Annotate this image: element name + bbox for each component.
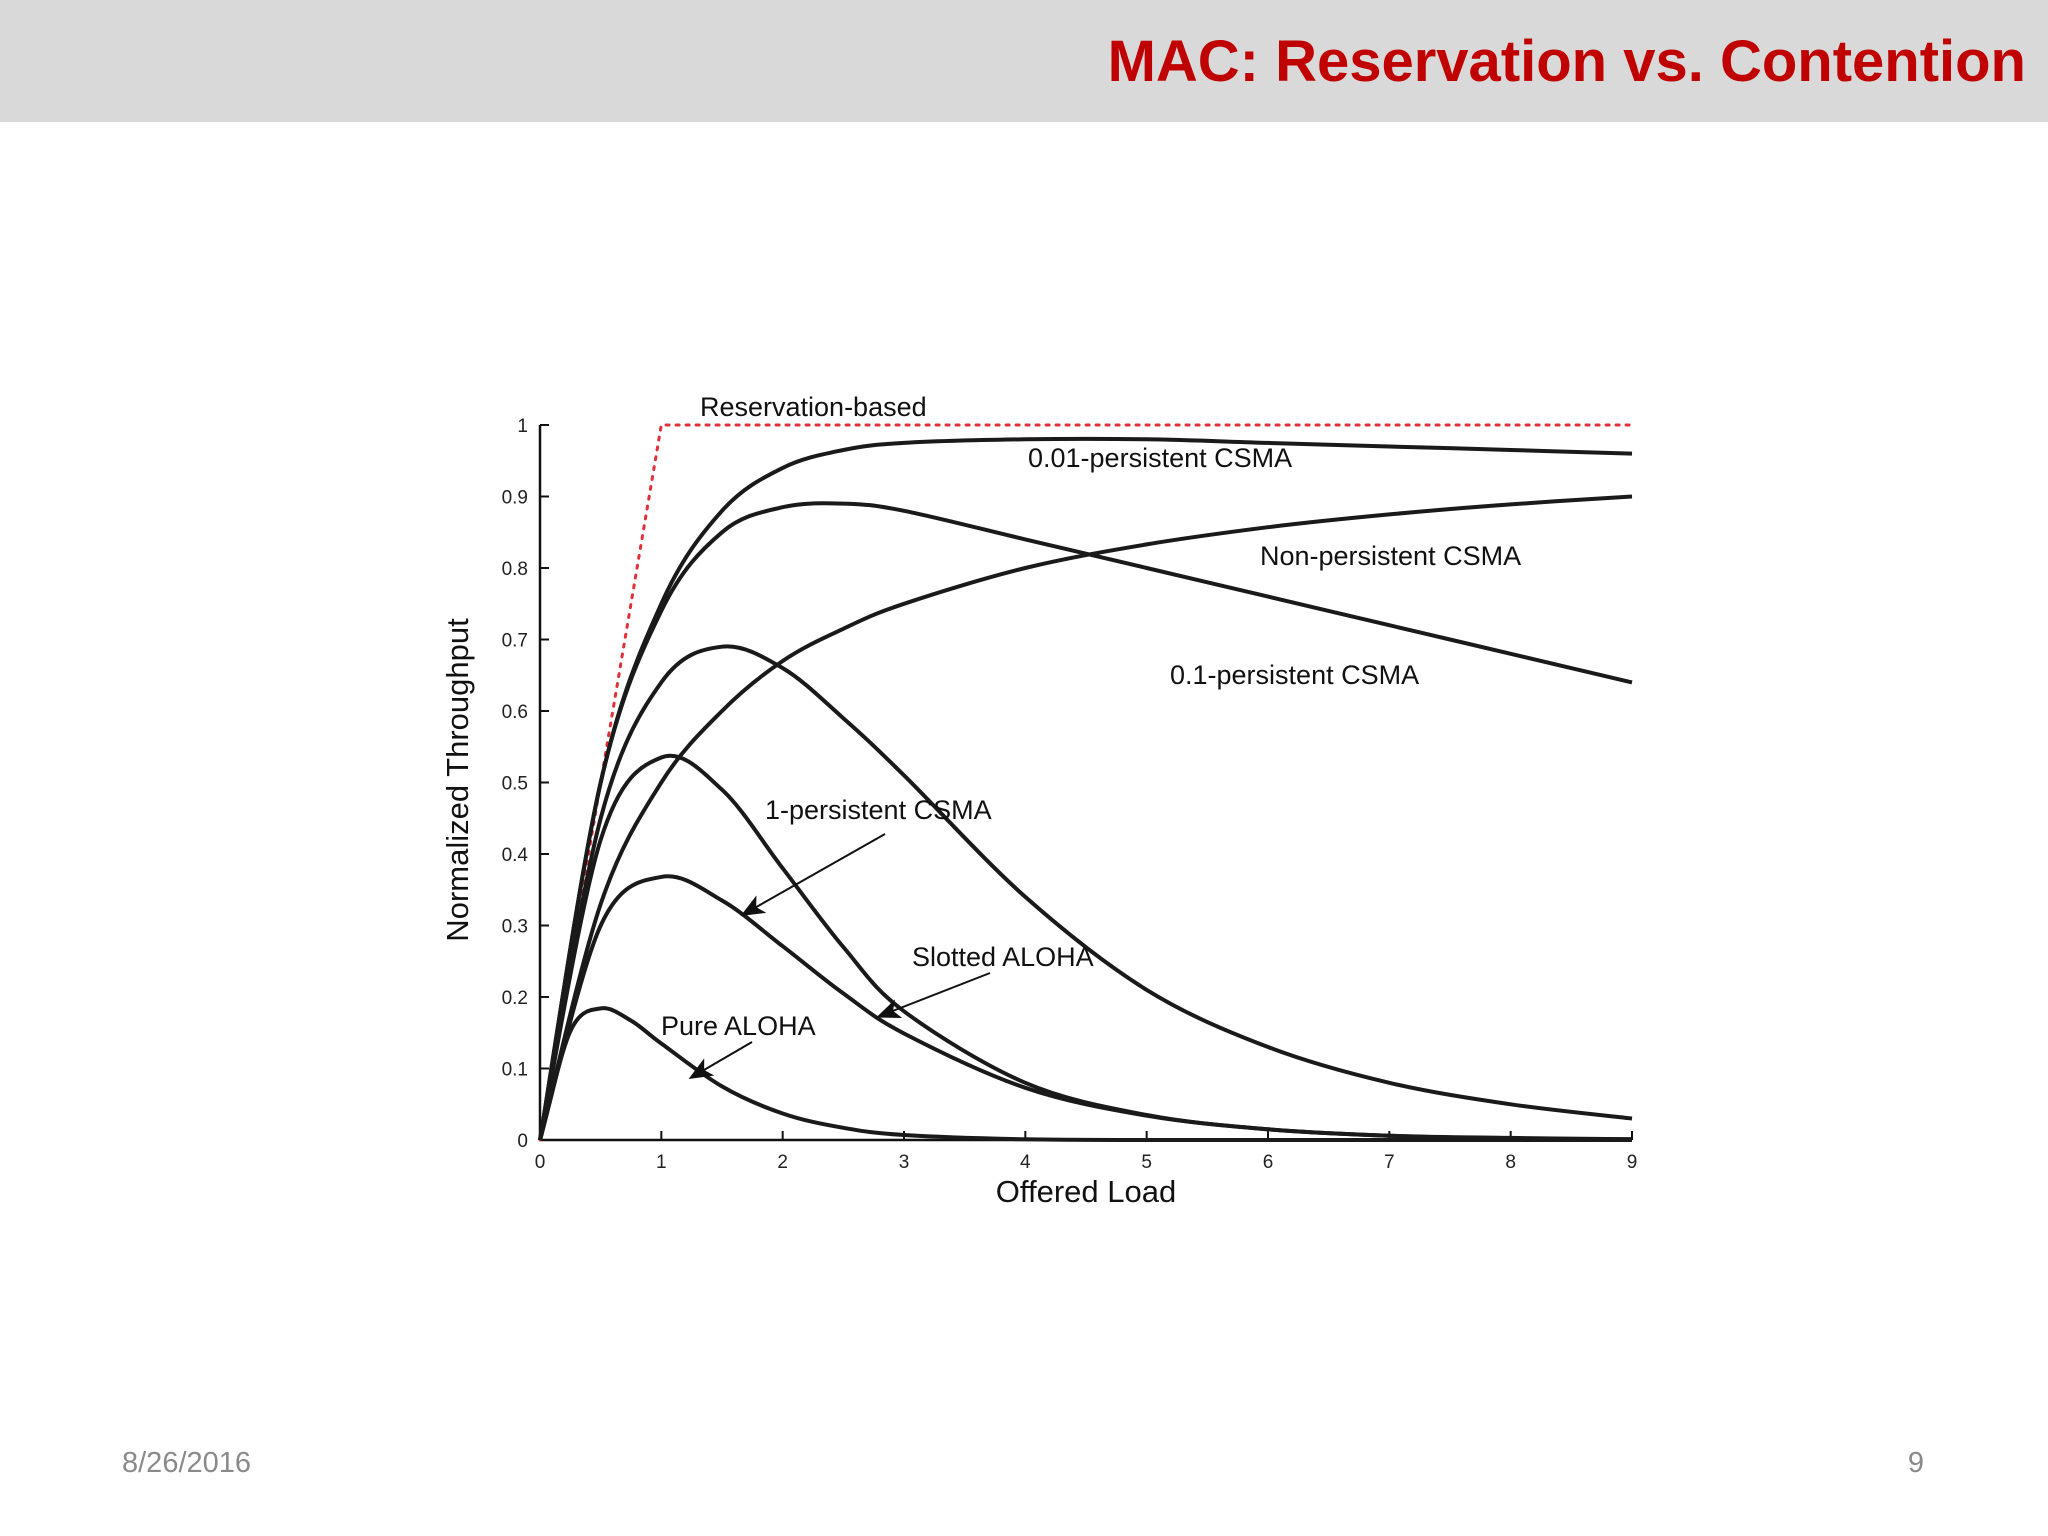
series-line-non-persistent-csma xyxy=(538,494,1633,1141)
series-line-pure-aloha xyxy=(538,1006,1632,1143)
x-tick-label: 3 xyxy=(899,1152,910,1173)
x-tick-label: 5 xyxy=(1141,1152,1152,1173)
y-tick-label: 0.5 xyxy=(502,774,528,795)
x-tick-label: 9 xyxy=(1627,1152,1638,1173)
x-tick-label: 0 xyxy=(535,1152,546,1173)
annotation-1-persistent-csma: 1-persistent CSMA xyxy=(765,795,992,825)
slide-title: MAC: Reservation vs. Contention xyxy=(1107,29,2026,94)
y-tick-label: 0 xyxy=(517,1131,528,1152)
x-tick-label: 2 xyxy=(777,1152,788,1173)
annotation-001-persistent-csma: 0.01-persistent CSMA xyxy=(1028,443,1292,473)
y-tick-label: 1 xyxy=(517,416,528,437)
y-tick-label: 0.7 xyxy=(502,631,528,652)
y-axis-title: Normalized Throughput xyxy=(440,618,475,942)
x-tick-label: 6 xyxy=(1263,1152,1274,1173)
axes: 0 1 2 3 4 5 6 7 8 9 0 0.1 0.2 0.3 0.4 0.5 0.6 0.7 0.8 0.9 1 xyxy=(502,416,1638,1173)
header-bar xyxy=(0,0,2048,122)
x-tick-label: 7 xyxy=(1384,1152,1395,1173)
series-group xyxy=(538,423,1634,1143)
annotation-pure-aloha: Pure ALOHA xyxy=(661,1011,816,1041)
y-tick-label: 0.2 xyxy=(502,988,528,1009)
annotation-non-persistent-csma: Non-persistent CSMA xyxy=(1260,541,1521,571)
x-tick-label: 1 xyxy=(656,1152,667,1173)
x-axis-title: Offered Load xyxy=(996,1174,1176,1209)
arrow-1-persistent-csma xyxy=(740,833,886,916)
arrow-slotted-aloha xyxy=(876,972,991,1019)
y-tick-label: 0.3 xyxy=(502,917,528,938)
y-tick-label: 0.1 xyxy=(502,1060,528,1081)
annotation-01-persistent-csma: 0.1-persistent CSMA xyxy=(1170,660,1419,690)
arrow-pure-aloha xyxy=(688,1041,753,1080)
x-tick-label: 8 xyxy=(1505,1152,1516,1173)
y-tick-label: 0.4 xyxy=(502,845,529,866)
footer-date: 8/26/2016 xyxy=(122,1447,252,1479)
x-tick-label: 4 xyxy=(1020,1152,1031,1173)
series-line-unlabeled-7 xyxy=(538,753,1633,1142)
series-line-reservation-based xyxy=(538,423,1634,1142)
annotation-reservation-based: Reservation-based xyxy=(700,392,927,422)
page-number: 9 xyxy=(1907,1447,1924,1479)
y-tick-label: 0.6 xyxy=(502,702,528,723)
annotation-slotted-aloha: Slotted ALOHA xyxy=(912,942,1094,972)
series-line-0-1-persistent-csma xyxy=(538,501,1633,1141)
y-tick-label: 0.9 xyxy=(502,488,528,509)
series-line-1-persistent-csma xyxy=(538,644,1633,1141)
y-tick-label: 0.8 xyxy=(502,559,528,580)
